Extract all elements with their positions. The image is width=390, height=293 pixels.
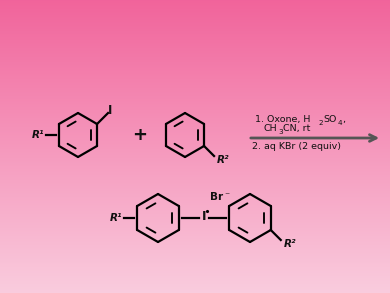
Text: ,: , (342, 115, 345, 124)
Text: +: + (133, 126, 147, 144)
Text: 4: 4 (338, 120, 343, 126)
Text: R²: R² (217, 155, 230, 165)
Text: R²: R² (284, 239, 296, 249)
Text: 2: 2 (318, 120, 323, 126)
Text: ⁻: ⁻ (224, 191, 229, 201)
Text: Br: Br (210, 192, 223, 202)
Text: I: I (108, 105, 112, 117)
Text: 1. Oxone, H: 1. Oxone, H (255, 115, 310, 124)
Text: R¹: R¹ (110, 213, 122, 223)
Text: 2. aq KBr (2 equiv): 2. aq KBr (2 equiv) (252, 142, 341, 151)
Text: R¹: R¹ (32, 130, 44, 140)
Text: I: I (202, 209, 206, 222)
Text: CN, rt: CN, rt (283, 124, 310, 133)
Text: 3: 3 (278, 129, 283, 135)
Text: CH: CH (263, 124, 277, 133)
Text: SO: SO (323, 115, 336, 124)
